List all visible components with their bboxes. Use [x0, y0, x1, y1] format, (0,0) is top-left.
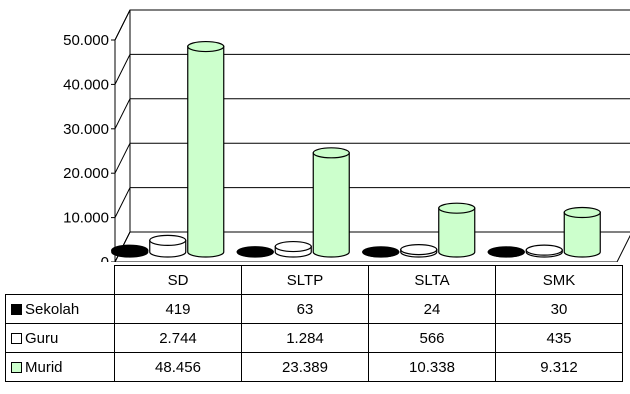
legend-swatch-murid — [11, 361, 22, 373]
data-cell: 30 — [495, 294, 623, 324]
bar — [400, 244, 438, 258]
bar — [187, 40, 225, 258]
bar — [525, 244, 563, 258]
bar — [149, 234, 187, 258]
data-cell: 23.389 — [241, 352, 369, 382]
bar-body — [187, 45, 225, 258]
bar-top — [487, 246, 525, 258]
category-label: SMK — [495, 265, 623, 295]
data-cell: 566 — [368, 323, 496, 353]
legend-entry-guru: Guru — [5, 323, 115, 353]
bar-top — [236, 246, 274, 258]
data-cell: 48.456 — [114, 352, 242, 382]
bar — [312, 147, 350, 258]
y-tick-label: 30.000 — [63, 121, 109, 138]
bar-body — [563, 211, 601, 258]
gridline — [114, 142, 630, 174]
category-label: SLTP — [241, 265, 369, 295]
gridline — [114, 9, 630, 41]
data-cell: 419 — [114, 294, 242, 324]
value-axis: 0 10.000 20.000 30.000 40.000 50.000 — [63, 32, 116, 262]
gridline — [114, 187, 630, 218]
data-cell: 63 — [241, 294, 369, 324]
bar — [111, 244, 149, 258]
bar-top — [362, 246, 400, 258]
bar-top — [149, 234, 187, 246]
y-tick-label: 0 — [101, 254, 109, 262]
bar — [236, 246, 274, 258]
y-tick-label: 40.000 — [63, 76, 109, 93]
data-table: SD SLTP SLTA SMK Sekolah 419 63 24 30 Gu… — [5, 265, 623, 382]
category-row: SD SLTP SLTA SMK — [5, 265, 623, 295]
y-tick-label: 50.000 — [63, 32, 109, 49]
gridline — [114, 53, 630, 85]
legend-entry-sekolah: Sekolah — [5, 294, 115, 324]
data-cell: 9.312 — [495, 352, 623, 382]
bar-top — [187, 40, 225, 53]
data-cell: 10.338 — [368, 352, 496, 382]
bar-top — [400, 244, 438, 256]
bar — [362, 246, 400, 258]
category-label: SLTA — [368, 265, 496, 295]
bar-top — [563, 206, 601, 219]
legend-label: Murid — [25, 358, 63, 376]
data-cell: 2.744 — [114, 323, 242, 353]
data-cell: 24 — [368, 294, 496, 324]
bar — [274, 240, 312, 258]
bars — [111, 40, 601, 258]
bar-chart: 0 10.000 20.000 30.000 40.000 50.000 — [63, 9, 630, 262]
category-label: SD — [114, 265, 242, 295]
bar — [487, 246, 525, 258]
legend-entry-murid: Murid — [5, 352, 115, 382]
series-row-murid: Murid 48.456 23.389 10.338 9.312 — [5, 352, 623, 382]
series-row-sekolah: Sekolah 419 63 24 30 — [5, 294, 623, 324]
bar-top — [525, 244, 563, 256]
table-corner — [5, 265, 115, 295]
data-cell: 435 — [495, 323, 623, 353]
bar-top — [312, 147, 350, 159]
legend-label: Guru — [25, 329, 59, 347]
bar-top — [111, 244, 149, 256]
series-row-guru: Guru 2.744 1.284 566 435 — [5, 323, 623, 353]
gridline — [114, 98, 630, 130]
bar-body — [438, 207, 476, 258]
legend-swatch-sekolah — [11, 303, 22, 315]
bar-body — [312, 152, 350, 258]
bar-top — [438, 202, 476, 214]
legend-swatch-guru — [11, 332, 22, 344]
bar — [438, 202, 476, 258]
y-tick-label: 20.000 — [63, 165, 109, 182]
side-wall — [114, 9, 131, 262]
legend-label: Sekolah — [25, 300, 80, 318]
bar-top — [274, 240, 312, 253]
y-tick-label: 10.000 — [63, 210, 109, 227]
bar — [563, 206, 601, 258]
data-cell: 1.284 — [241, 323, 369, 353]
